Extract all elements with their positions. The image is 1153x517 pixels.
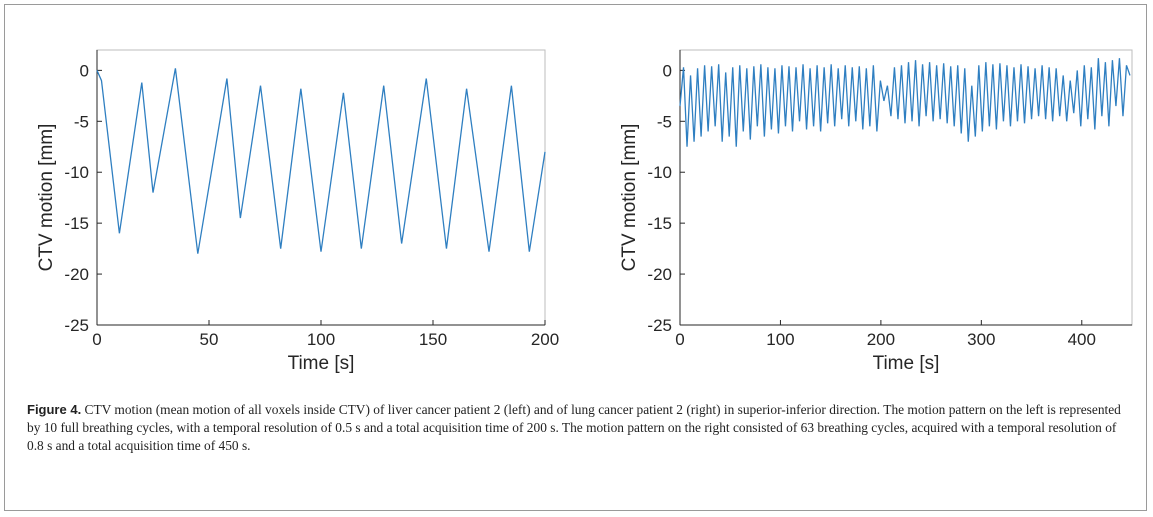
x-tick-label: 100 [307, 330, 335, 349]
y-tick-label: 0 [663, 61, 672, 80]
x-tick-label: 300 [967, 330, 995, 349]
plot-box [96, 49, 546, 326]
y-tick-label: -15 [647, 214, 672, 233]
y-tick-label: -10 [64, 163, 89, 182]
x-axis-label: Time [s] [873, 353, 940, 374]
figure-frame [4, 4, 1147, 511]
x-tick-label: 200 [867, 330, 895, 349]
y-tick-label: -15 [64, 214, 89, 233]
x-axis-label: Time [s] [288, 353, 355, 374]
y-tick-label: -5 [657, 112, 672, 131]
x-tick-label: 100 [766, 330, 794, 349]
y-tick-label: -10 [647, 163, 672, 182]
caption-label: Figure 4. [27, 402, 82, 417]
charts: -25 -20 -15 -10 -5 0 0 50 100 150 200 Time [s] CTV m… [36, 49, 1133, 374]
y-tick-label: -25 [647, 316, 672, 335]
x-tick-label: 200 [531, 330, 559, 349]
y-axis-label: CTV motion [mm] [619, 124, 640, 272]
caption-text: CTV motion (mean motion of all voxels in… [27, 402, 1121, 453]
x-tick-label: 50 [200, 330, 219, 349]
y-tick-label: -25 [64, 316, 89, 335]
x-tick-label: 150 [419, 330, 447, 349]
x-tick-label: 0 [92, 330, 101, 349]
y-tick-label: -5 [74, 112, 89, 131]
y-axis-label: CTV motion [mm] [36, 124, 57, 272]
y-tick-label: -20 [647, 265, 672, 284]
x-tick-label: 400 [1068, 330, 1096, 349]
y-tick-label: -20 [64, 265, 89, 284]
x-tick-label: 0 [675, 330, 684, 349]
caption: Figure 4. CTV motion (mean motion of all… [27, 401, 1122, 455]
data-line [96, 68, 546, 254]
y-tick-label: 0 [80, 61, 89, 80]
data-line [679, 58, 1131, 147]
